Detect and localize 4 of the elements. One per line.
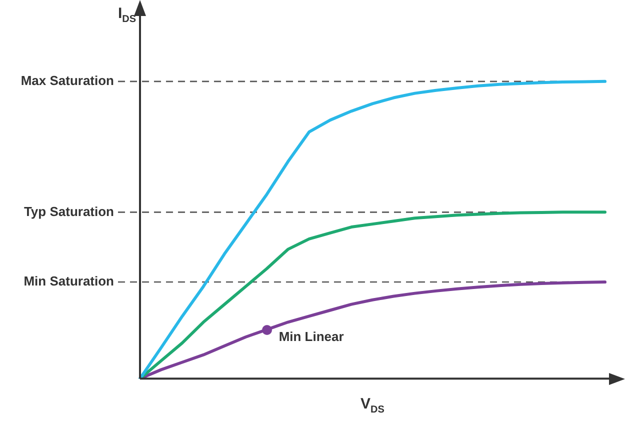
ref-line-label: Max Saturation [20,73,114,88]
ref-line-label: Typ Saturation [24,204,114,219]
ref-line-label: Min Saturation [24,274,114,289]
annotation: Min Linear [278,329,344,344]
